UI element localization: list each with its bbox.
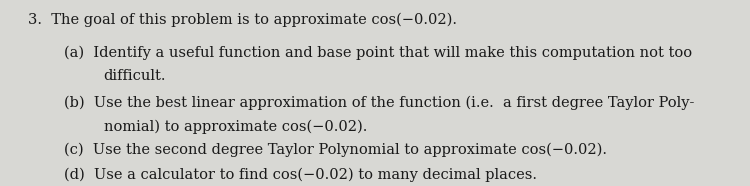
Text: difficult.: difficult.: [104, 69, 166, 83]
Text: nomial) to approximate cos(−0.02).: nomial) to approximate cos(−0.02).: [104, 119, 367, 134]
Text: (d)  Use a calculator to find cos(−0.02) to many decimal places.: (d) Use a calculator to find cos(−0.02) …: [64, 167, 537, 182]
Text: (b)  Use the best linear approximation of the function (i.e.  a first degree Tay: (b) Use the best linear approximation of…: [64, 96, 695, 110]
Text: (a)  Identify a useful function and base point that will make this computation n: (a) Identify a useful function and base …: [64, 46, 692, 60]
Text: (c)  Use the second degree Taylor Polynomial to approximate cos(−0.02).: (c) Use the second degree Taylor Polynom…: [64, 142, 607, 157]
Text: 3.  The goal of this problem is to approximate cos(−0.02).: 3. The goal of this problem is to approx…: [28, 12, 457, 27]
